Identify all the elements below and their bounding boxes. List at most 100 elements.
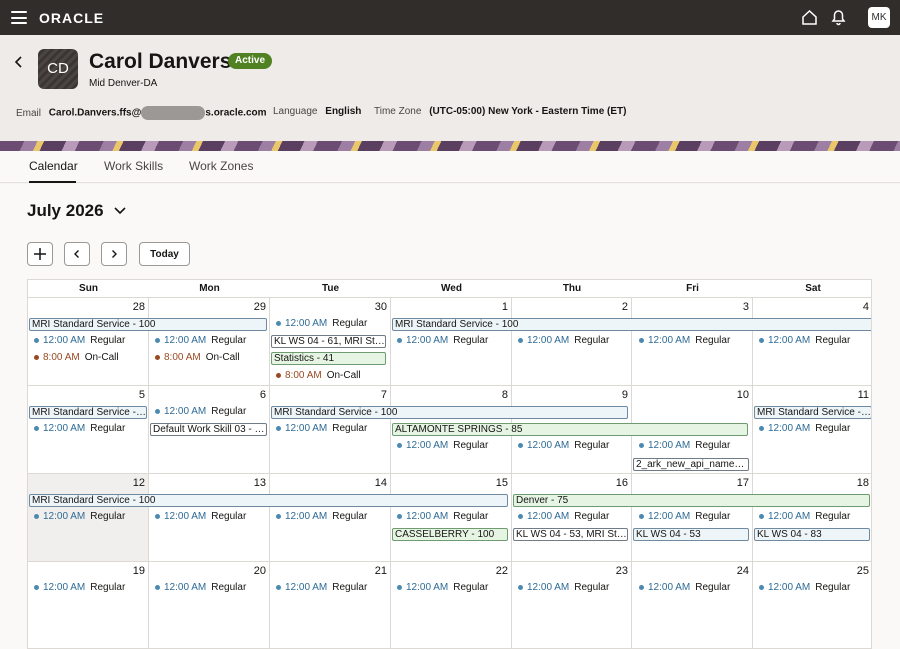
prev-month-button[interactable] [64,242,90,266]
day-cell[interactable]: 10 [632,386,753,474]
tab-work-zones[interactable]: Work Zones [189,159,254,173]
regular-dot-icon [34,514,39,519]
regular-event[interactable]: 12:00 AM Regular [155,335,246,346]
regular-event[interactable]: 12:00 AM Regular [34,423,125,434]
event-bar[interactable]: Default Work Skill 03 - 100 [150,423,267,436]
day-cell[interactable]: 3 [632,298,753,386]
top-bar: ORACLE MK [0,0,900,35]
day-number: 17 [736,477,749,489]
regular-event[interactable]: 12:00 AM Regular [518,511,609,522]
regular-event[interactable]: 12:00 AM Regular [34,582,125,593]
regular-event[interactable]: 12:00 AM Regular [155,511,246,522]
regular-event[interactable]: 12:00 AM Regular [155,406,246,417]
add-button[interactable] [27,242,53,266]
regular-event[interactable]: 12:00 AM Regular [34,335,125,346]
day-cell[interactable]: 1 [391,298,512,386]
regular-event[interactable]: 12:00 AM Regular [639,440,730,451]
regular-event[interactable]: 12:00 AM Regular [759,423,850,434]
regular-event[interactable]: 12:00 AM Regular [759,511,850,522]
regular-event[interactable]: 12:00 AM Regular [397,440,488,451]
event-bar[interactable]: CASSELBERRY - 100 [392,528,508,541]
regular-event[interactable]: 12:00 AM Regular [397,335,488,346]
event-time: 8:00 AM [164,352,201,363]
chevron-down-icon[interactable] [113,206,127,216]
regular-event[interactable]: 12:00 AM Regular [276,423,367,434]
day-cell[interactable]: 29 [149,298,270,386]
day-cell[interactable]: 14 [270,474,391,562]
day-cell[interactable]: 18 [753,474,871,562]
event-bar[interactable]: Statistics - 41 [271,352,386,365]
day-cell[interactable]: 24 [632,562,753,648]
event-bar[interactable]: MRI Standard Service - 100 [29,406,147,419]
regular-event[interactable]: 12:00 AM Regular [155,582,246,593]
day-cell[interactable]: 28 [28,298,149,386]
regular-event[interactable]: 12:00 AM Regular [639,335,730,346]
regular-event[interactable]: 12:00 AM Regular [276,318,367,329]
day-cell[interactable]: 20 [149,562,270,648]
event-bar[interactable]: MRI Standard Service - 100 [271,406,628,419]
next-month-button[interactable] [101,242,127,266]
regular-event[interactable]: 12:00 AM Regular [276,511,367,522]
day-cell[interactable]: 21 [270,562,391,648]
regular-event[interactable]: 12:00 AM Regular [276,582,367,593]
profile-header [0,35,900,143]
event-bar[interactable]: MRI Standard Service - 100 [754,406,871,419]
day-cell[interactable]: 16 [512,474,632,562]
regular-event[interactable]: 12:00 AM Regular [518,335,609,346]
regular-dot-icon [639,585,644,590]
day-cell[interactable]: 30 [270,298,391,386]
event-bar[interactable]: 2_ark_new_api_name_100 [633,458,749,471]
regular-event[interactable]: 12:00 AM Regular [639,511,730,522]
user-avatar[interactable]: MK [868,7,890,28]
regular-event[interactable]: 12:00 AM Regular [34,511,125,522]
day-cell[interactable]: 2 [512,298,632,386]
event-label: Regular [695,582,731,593]
day-cell[interactable]: 13 [149,474,270,562]
event-bar[interactable]: Denver - 75 [513,494,870,507]
day-cell[interactable]: 12 [28,474,149,562]
day-cell[interactable]: 4 [753,298,871,386]
day-cell[interactable]: 7 [270,386,391,474]
event-bar[interactable]: KL WS 04 - 53 [633,528,749,541]
day-number: 15 [495,477,508,489]
day-cell[interactable]: 5 [28,386,149,474]
regular-event[interactable]: 12:00 AM Regular [518,582,609,593]
oncall-event[interactable]: 8:00 AM On-Call [155,352,240,363]
today-button[interactable]: Today [139,242,190,266]
bell-icon[interactable] [830,8,847,26]
event-bar[interactable]: MRI Standard Service - 100 [392,318,871,331]
day-cell[interactable]: 15 [391,474,512,562]
regular-event[interactable]: 12:00 AM Regular [759,582,850,593]
tab-work-skills[interactable]: Work Skills [104,159,164,173]
regular-event[interactable]: 12:00 AM Regular [397,582,488,593]
day-cell[interactable]: 22 [391,562,512,648]
event-bar[interactable]: KL WS 04 - 53, MRI Standard Service - 10… [513,528,628,541]
day-cell[interactable]: 6 [149,386,270,474]
day-cell[interactable]: 17 [632,474,753,562]
back-chevron-icon[interactable] [12,55,26,69]
menu-icon[interactable] [11,11,27,24]
event-bar[interactable]: KL WS 04 - 61, MRI Standard Service - 10… [271,335,386,348]
day-number: 1 [501,301,508,313]
regular-event[interactable]: 12:00 AM Regular [639,582,730,593]
regular-dot-icon [759,426,764,431]
month-selector[interactable]: July 2026 [27,201,104,220]
regular-event[interactable]: 12:00 AM Regular [518,440,609,451]
regular-event[interactable]: 12:00 AM Regular [759,335,850,346]
oncall-event[interactable]: 8:00 AM On-Call [276,370,361,381]
day-cell[interactable]: 23 [512,562,632,648]
day-cell[interactable]: 11 [753,386,871,474]
oncall-dot-icon [276,373,281,378]
event-label: Regular [90,511,126,522]
tab-calendar[interactable]: Calendar [29,159,78,173]
regular-event[interactable]: 12:00 AM Regular [397,511,488,522]
home-icon[interactable] [801,9,818,26]
event-bar[interactable]: MRI Standard Service - 100 [29,318,267,331]
event-bar[interactable]: MRI Standard Service - 100 [29,494,508,507]
day-cell[interactable]: 25 [753,562,871,648]
day-cell[interactable]: 19 [28,562,149,648]
event-bar[interactable]: ALTAMONTE SPRINGS - 85 [392,423,748,436]
event-bar[interactable]: KL WS 04 - 83 [754,528,870,541]
oncall-event[interactable]: 8:00 AM On-Call [34,352,119,363]
event-label: Regular [211,582,247,593]
